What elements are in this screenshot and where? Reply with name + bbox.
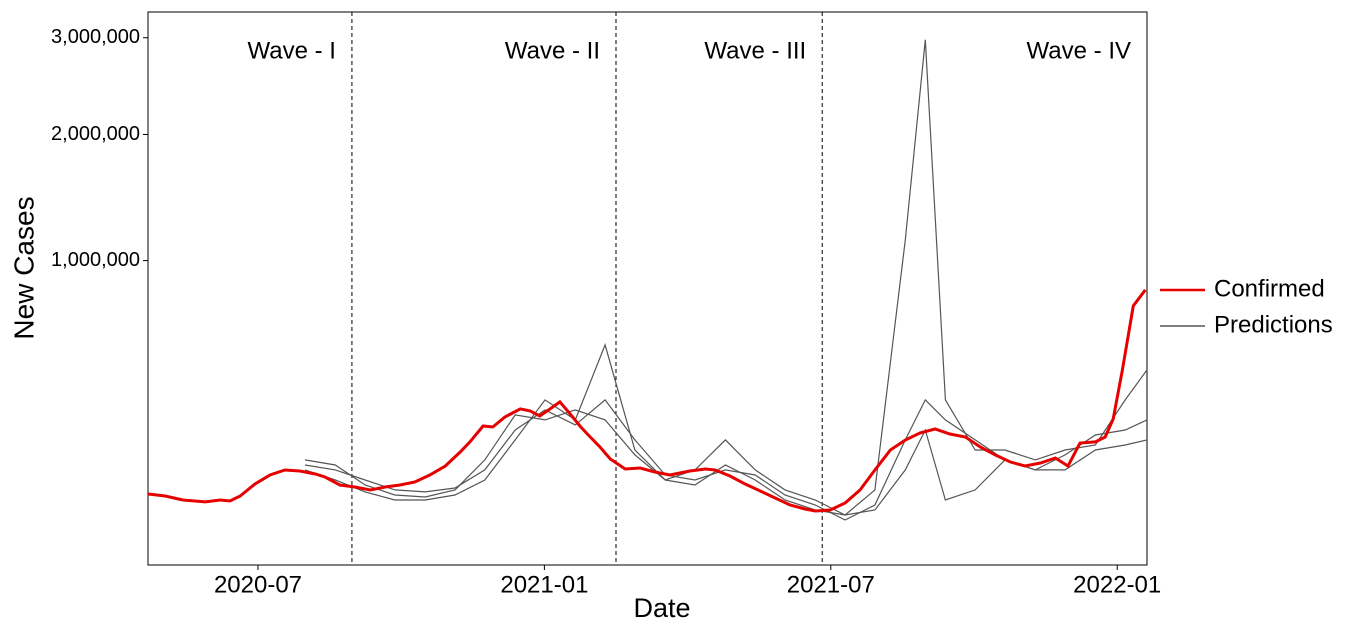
confirmed-line: [147, 289, 1147, 513]
y-tick-label: 1,000,000: [51, 249, 140, 271]
x-tick-label: 2021-01: [500, 571, 588, 598]
legend-label: Predictions: [1214, 311, 1333, 338]
wave-label: Wave - II: [505, 37, 600, 64]
prediction-line: [304, 398, 1148, 521]
wave-label: Wave - I: [247, 37, 335, 64]
y-tick-label: 3,000,000: [51, 26, 140, 48]
x-tick-label: 2020-07: [214, 571, 302, 598]
x-tick-label: 2022-01: [1073, 571, 1161, 598]
plot-frame: [147, 11, 1148, 566]
prediction-line: [304, 343, 1148, 516]
y-tick-label: 2,000,000: [51, 123, 140, 145]
wave-label: Wave - IV: [1027, 37, 1131, 64]
wave-label: Wave - III: [704, 37, 806, 64]
x-tick-label: 2021-07: [787, 571, 875, 598]
prediction-line: [304, 39, 1148, 516]
y-axis-title: New Cases: [8, 196, 39, 339]
x-axis-title: Date: [633, 593, 690, 623]
legend-label: Confirmed: [1214, 275, 1325, 302]
